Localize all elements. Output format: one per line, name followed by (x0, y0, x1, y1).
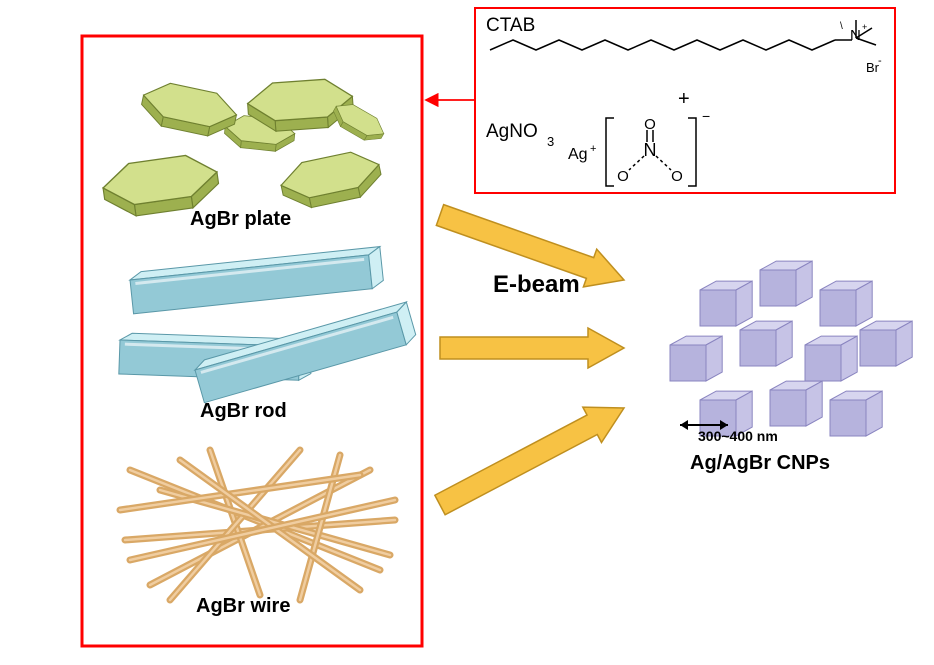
label-agplus_p: + (590, 143, 596, 155)
ebeam-arrow-2 (431, 390, 634, 522)
nitrate-bracket-right (688, 118, 696, 186)
label-plus: + (678, 88, 690, 111)
label-agno3: AgNO (486, 121, 538, 143)
label-agno3_3: 3 (547, 134, 554, 149)
label-product: Ag/AgBr CNPs (690, 452, 830, 475)
nitrate-bracket-left (606, 118, 614, 186)
label-plate: AgBr plate (190, 208, 291, 231)
diagram-canvas: NOOO (0, 0, 934, 665)
label-nplus: N (850, 27, 861, 44)
ebeam-arrow-1 (440, 328, 624, 368)
product-cube (700, 281, 752, 326)
agbr-wires (120, 450, 395, 600)
label-ctab: CTAB (486, 15, 535, 37)
label-wire: AgBr wire (196, 595, 290, 618)
svg-text:N: N (644, 140, 657, 160)
label-nplus_s: \ (840, 21, 843, 32)
agbr-rod (129, 247, 384, 314)
product-cube (740, 321, 792, 366)
product-cube (860, 321, 912, 366)
product-cube (820, 281, 872, 326)
svg-text:O: O (671, 168, 683, 185)
label-agplus: Ag (568, 146, 588, 164)
label-size: 300~400 nm (698, 428, 778, 444)
ctab-chain (490, 40, 835, 50)
product-cube (760, 261, 812, 306)
product-cube (670, 336, 722, 381)
label-nplus_p: + (862, 22, 867, 32)
svg-text:O: O (644, 116, 656, 133)
svg-text:O: O (617, 168, 629, 185)
label-rod: AgBr rod (200, 400, 287, 423)
label-ebeam: E-beam (493, 271, 580, 299)
agbr-plate (277, 147, 384, 213)
product-cube (770, 381, 822, 426)
label-brminus: - (878, 55, 882, 67)
label-nitrate_minus: − (702, 108, 710, 124)
product-cube (830, 391, 882, 436)
product-cube (805, 336, 857, 381)
